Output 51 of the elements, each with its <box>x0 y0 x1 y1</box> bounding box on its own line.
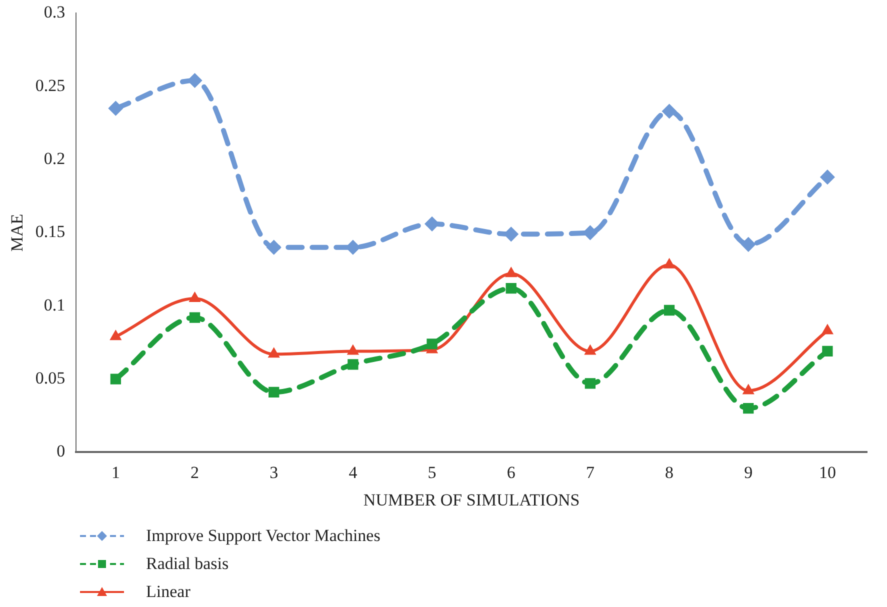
point <box>346 240 360 254</box>
point <box>110 331 121 340</box>
point <box>348 346 358 355</box>
point <box>662 104 676 118</box>
x-tick-label: 3 <box>270 462 278 482</box>
x-tick-label: 6 <box>506 462 516 482</box>
y-tick-label: 0.05 <box>35 368 66 388</box>
point <box>506 282 516 294</box>
point <box>267 240 280 254</box>
x-tick-label: 2 <box>190 462 200 482</box>
y-tick-label: 0 <box>56 442 66 461</box>
legend-label: Linear <box>146 582 190 602</box>
point <box>742 238 755 251</box>
x-tick-label: 5 <box>428 462 436 482</box>
y-tick-label: 0.15 <box>35 222 66 242</box>
x-axis-title: NUMBER OF SIMULATIONS <box>363 490 580 510</box>
legend-label: Radial basis <box>146 554 229 574</box>
y-tick-label: 0.25 <box>35 76 66 95</box>
point <box>585 346 596 355</box>
y-tick-label: 0.3 <box>44 2 66 22</box>
x-tick-label: 9 <box>744 462 753 482</box>
y-axis-title: MAE <box>8 214 27 252</box>
point <box>426 338 438 350</box>
point <box>110 374 122 384</box>
point <box>109 102 122 115</box>
point <box>188 74 202 88</box>
x-tick-label: 7 <box>586 462 595 482</box>
x-tick-label: 1 <box>111 462 120 482</box>
point <box>426 217 439 230</box>
point <box>743 402 754 414</box>
x-tick-label: 4 <box>348 462 358 482</box>
point <box>822 346 833 357</box>
y-tick-label: 0.1 <box>44 295 66 314</box>
point <box>189 312 200 323</box>
point <box>664 259 674 268</box>
point <box>584 378 596 389</box>
point <box>506 268 516 278</box>
point <box>190 293 200 302</box>
point <box>348 359 358 370</box>
point <box>743 385 754 394</box>
x-tick-label: 8 <box>665 462 674 482</box>
legend-label: Improve Support Vector Machines <box>146 526 380 546</box>
point <box>584 226 597 240</box>
x-tick-label: 10 <box>818 462 836 482</box>
point <box>664 304 675 316</box>
point <box>268 386 280 398</box>
point <box>822 325 832 334</box>
y-tick-label: 0.2 <box>44 149 66 168</box>
point <box>268 348 279 358</box>
point <box>820 170 834 184</box>
point <box>504 228 518 241</box>
